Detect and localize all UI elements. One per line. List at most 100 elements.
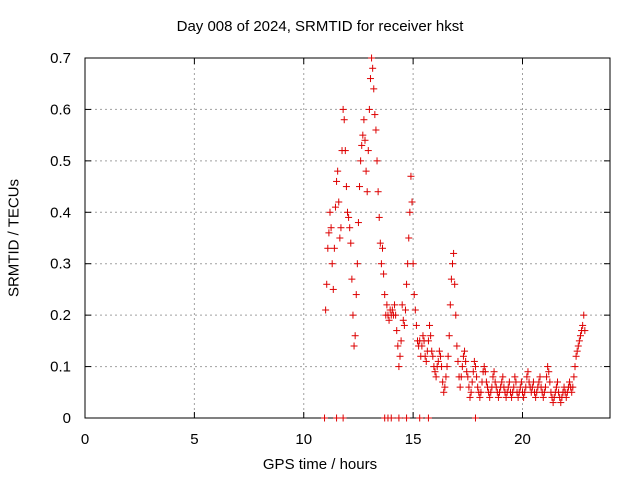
data-point — [486, 393, 494, 401]
data-point — [350, 342, 358, 350]
data-point — [581, 327, 589, 335]
data-point — [580, 311, 588, 319]
data-point — [416, 414, 424, 422]
data-point — [436, 352, 444, 360]
data-point — [328, 260, 336, 268]
data-point — [372, 126, 380, 134]
data-point — [571, 363, 579, 371]
data-point — [554, 378, 561, 386]
data-point — [358, 141, 366, 149]
data-point — [569, 383, 577, 391]
data-point — [388, 306, 396, 314]
data-point — [575, 337, 583, 345]
data-point — [498, 378, 506, 386]
x-tick-label: 0 — [81, 431, 89, 448]
data-point — [371, 111, 379, 119]
data-point — [511, 373, 519, 381]
data-point — [321, 414, 329, 422]
data-point — [339, 414, 347, 422]
x-tick-label: 5 — [190, 431, 198, 448]
data-point — [466, 393, 474, 401]
data-points — [321, 54, 589, 422]
data-point — [476, 393, 484, 401]
data-point — [399, 316, 407, 324]
data-point — [375, 213, 383, 221]
data-point — [408, 198, 416, 206]
data-point — [549, 399, 557, 407]
data-point — [373, 157, 381, 165]
plot-frame — [84, 57, 611, 419]
data-point — [576, 332, 584, 340]
data-point — [401, 306, 409, 314]
data-point — [494, 393, 502, 401]
data-point — [490, 368, 498, 376]
data-point — [379, 244, 386, 252]
data-point — [356, 183, 364, 191]
data-point — [429, 352, 437, 360]
data-point — [392, 311, 400, 319]
data-point — [568, 388, 576, 396]
data-point — [432, 373, 440, 381]
data-point — [329, 285, 337, 293]
data-point — [333, 414, 341, 422]
y-axis-label: SRMTID / TECUs — [5, 178, 23, 298]
data-point — [462, 357, 470, 365]
data-point — [546, 378, 554, 386]
data-point — [424, 337, 432, 345]
data-point — [359, 131, 367, 139]
data-point — [357, 157, 365, 165]
data-point — [407, 172, 415, 180]
data-point — [463, 368, 471, 376]
data-point — [461, 347, 469, 355]
data-point — [376, 239, 384, 247]
data-point — [351, 332, 359, 340]
data-point — [385, 316, 393, 324]
data-point — [347, 239, 355, 247]
data-point — [521, 388, 529, 396]
data-point — [339, 105, 347, 113]
data-point — [450, 249, 458, 257]
data-point — [364, 147, 372, 155]
data-point — [453, 342, 461, 350]
data-point — [572, 352, 580, 360]
data-point — [523, 373, 531, 381]
y-tick-label: 0.7 — [50, 50, 71, 67]
data-point — [482, 378, 490, 386]
data-point — [323, 280, 331, 288]
data-point — [363, 188, 371, 196]
data-point — [489, 373, 497, 381]
data-point — [505, 378, 513, 386]
y-tick-label: 0.1 — [50, 359, 71, 376]
data-point — [465, 383, 473, 391]
data-point — [406, 208, 414, 216]
data-point — [419, 332, 427, 340]
data-point — [327, 224, 335, 232]
data-point — [471, 363, 479, 371]
data-point — [510, 383, 518, 391]
data-point — [440, 388, 448, 396]
x-tick-label: 10 — [295, 431, 312, 448]
data-point — [352, 291, 360, 299]
data-point — [366, 75, 374, 83]
data-point — [322, 306, 330, 314]
data-point — [434, 357, 442, 365]
data-point — [426, 321, 434, 329]
data-point — [517, 378, 525, 386]
data-point — [459, 352, 467, 360]
data-point — [365, 105, 373, 113]
data-point — [424, 414, 432, 422]
data-point — [346, 224, 354, 232]
data-point — [403, 414, 411, 422]
data-point — [412, 321, 420, 329]
data-point — [491, 378, 499, 386]
data-point — [470, 357, 478, 365]
data-point — [330, 244, 338, 252]
data-point — [445, 332, 453, 340]
data-point — [391, 301, 399, 309]
data-point — [464, 373, 472, 381]
data-point — [532, 393, 540, 401]
data-point — [383, 301, 391, 309]
data-point — [573, 347, 581, 355]
data-point — [324, 244, 332, 252]
